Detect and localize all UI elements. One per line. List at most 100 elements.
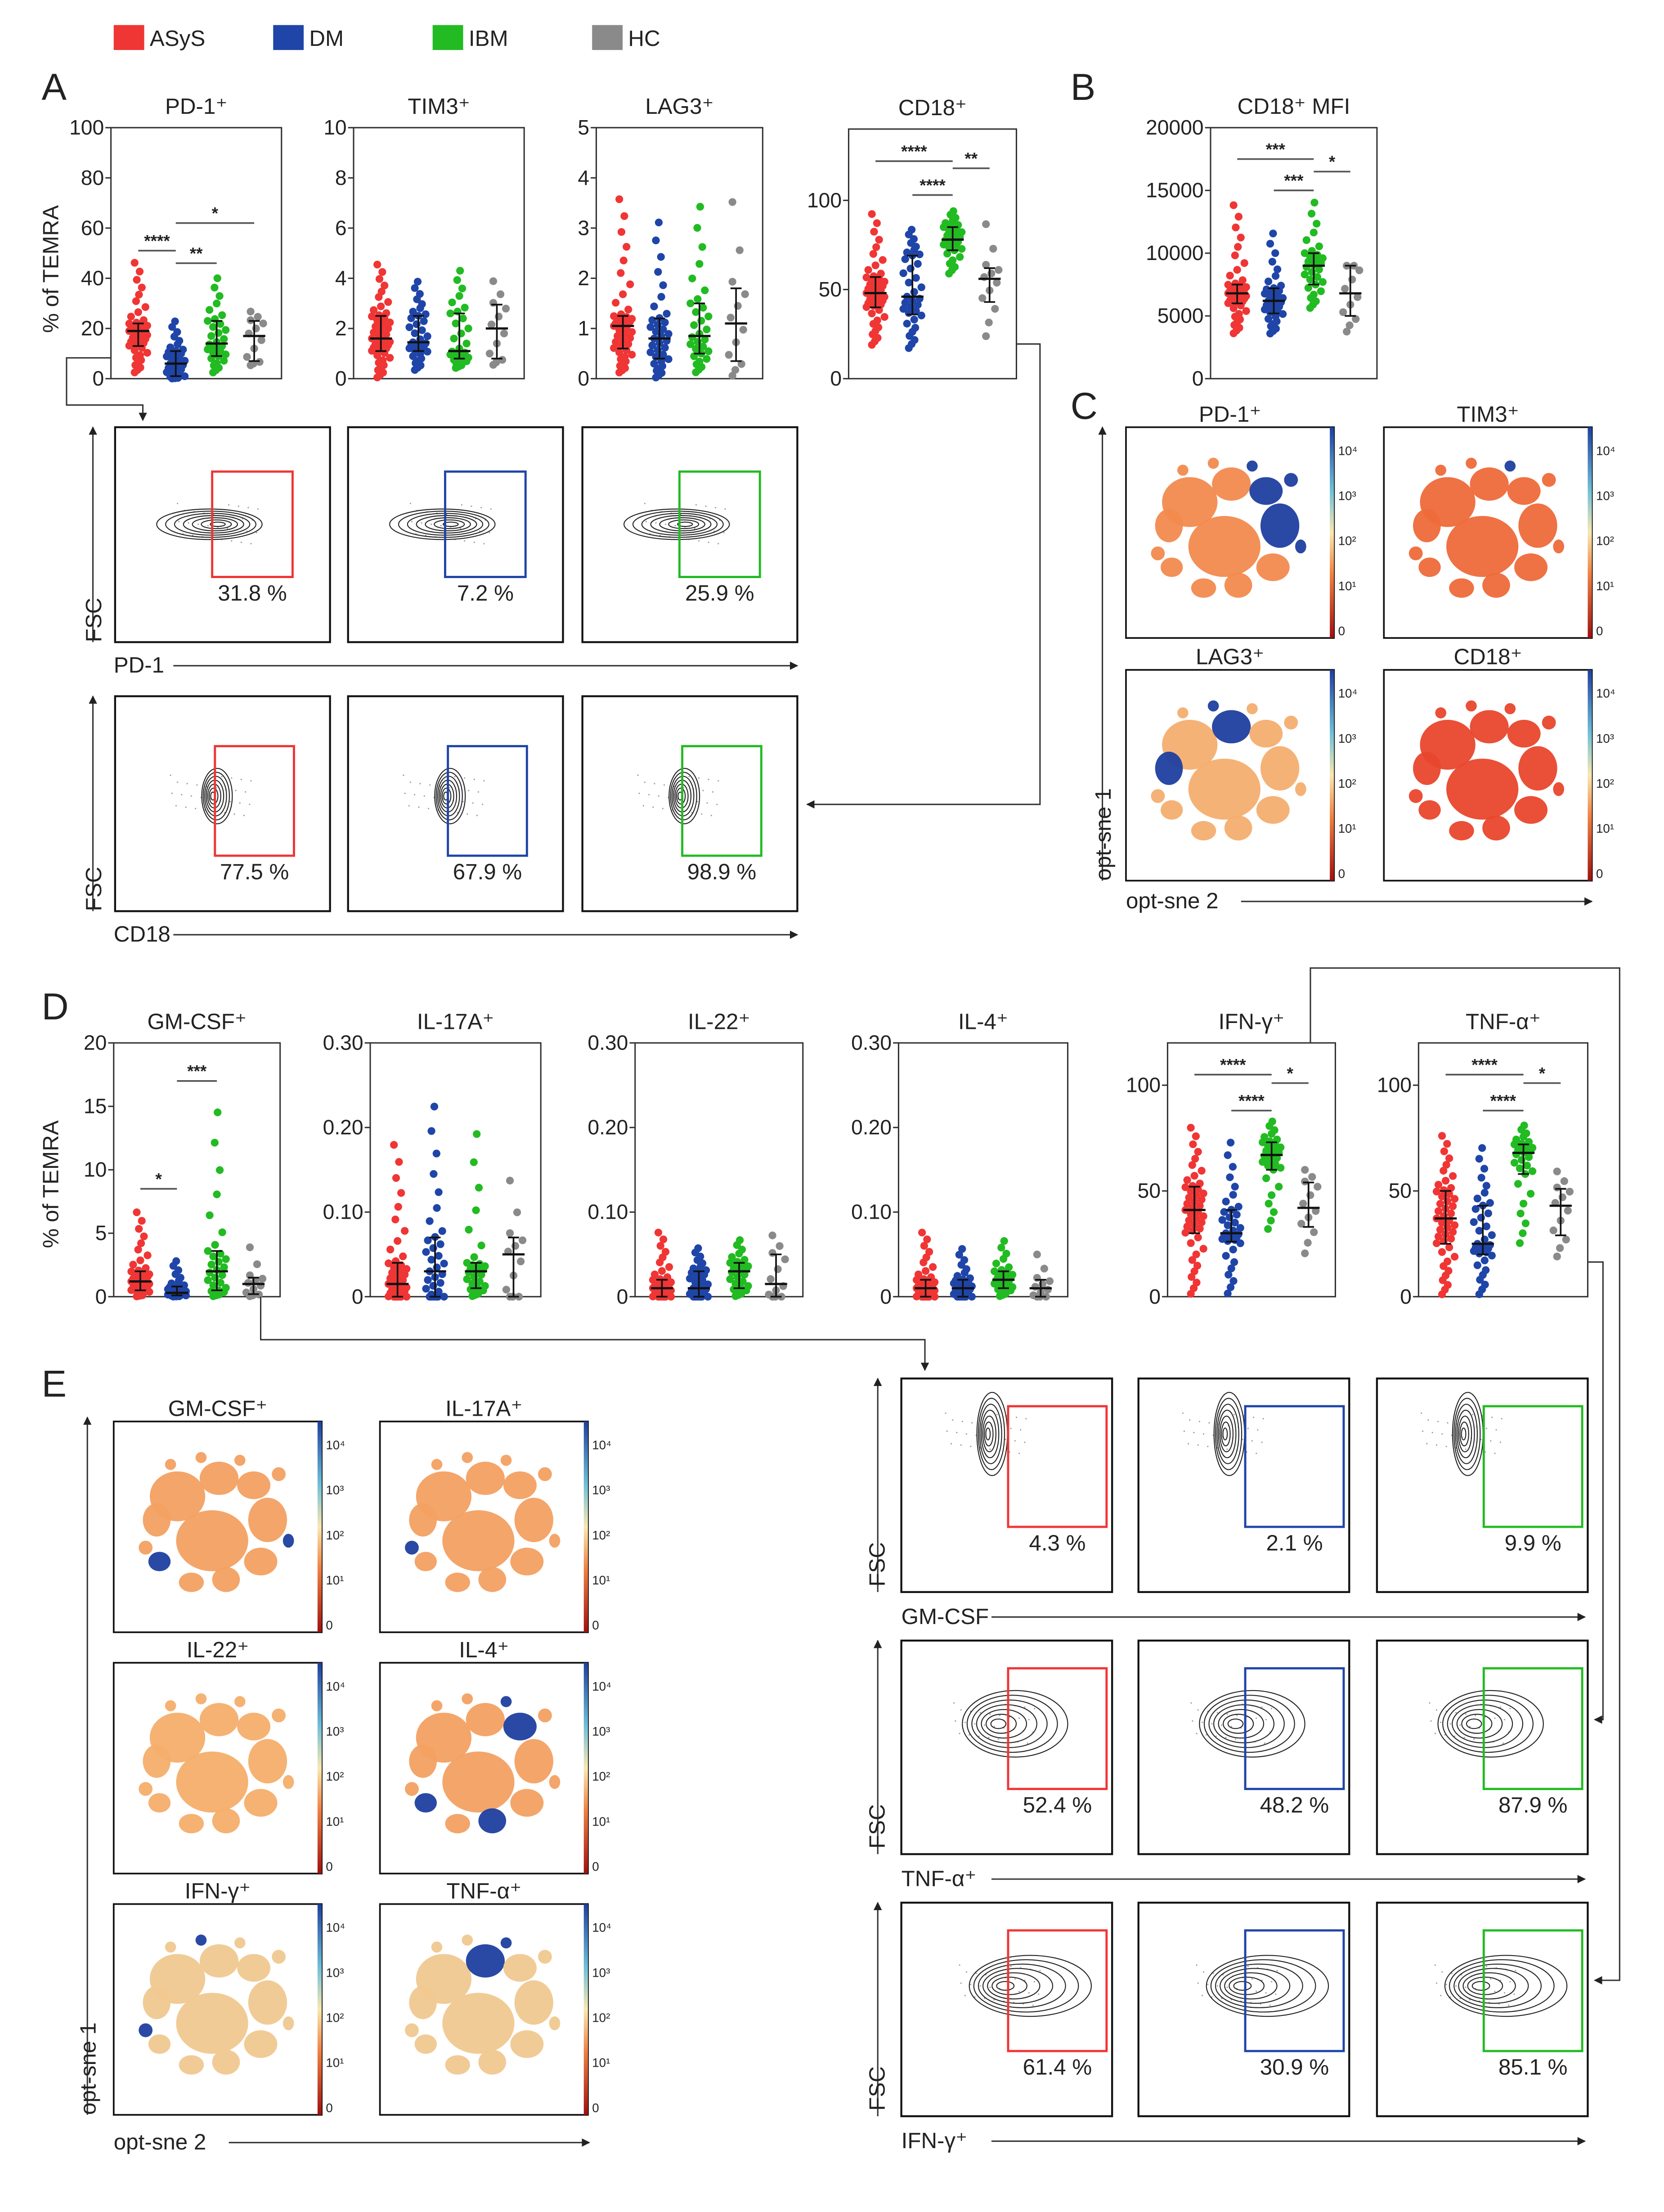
cluster [165, 1700, 176, 1712]
event-dot [1426, 1443, 1428, 1445]
contour-line [1444, 1955, 1568, 2017]
data-point-asys [1198, 1218, 1206, 1226]
y-tick-label: 100 [807, 188, 842, 212]
contour-line [670, 772, 697, 821]
cluster [1514, 796, 1548, 824]
cluster [199, 1462, 239, 1495]
event-dot [959, 1732, 960, 1734]
flow-plot-dm: 48.2 % [1137, 1639, 1350, 1855]
data-point-asys [617, 310, 625, 319]
data-point-ibm [222, 326, 230, 334]
event-dot [988, 1737, 990, 1739]
cluster [1224, 573, 1252, 598]
data-point-dm [659, 325, 667, 333]
data-point-ibm [475, 1260, 484, 1268]
event-dot [694, 528, 695, 529]
data-point-asys [1194, 1234, 1202, 1242]
event-dot [702, 790, 704, 791]
y-tick-label: 0.20 [323, 1116, 363, 1139]
event-dot [1024, 1706, 1026, 1708]
cluster [212, 1808, 240, 1834]
event-dot [1256, 1717, 1257, 1719]
cluster [1514, 553, 1548, 581]
event-dot [472, 802, 474, 804]
event-dot [1475, 1714, 1476, 1716]
cluster [510, 1548, 544, 1575]
data-point-asys [615, 348, 623, 357]
legend-item-hc: HC [592, 25, 660, 51]
y-tick-label: 0 [830, 367, 842, 390]
event-dot [1441, 1433, 1443, 1435]
event-dot [970, 1983, 972, 1985]
event-dot [235, 790, 237, 791]
data-point-hc [1045, 1277, 1054, 1285]
colorbar-tick-label: 10¹ [1596, 821, 1614, 835]
data-point-asys [656, 1242, 664, 1250]
event-dot [238, 505, 239, 507]
data-point-hc [1310, 1228, 1318, 1236]
event-dot [695, 504, 697, 506]
data-point-asys [1434, 1207, 1443, 1215]
data-point-ibm [455, 292, 463, 300]
data-point-ibm [1313, 220, 1321, 228]
event-dot [1430, 1720, 1432, 1722]
colorbar-tick-label: 10³ [1596, 731, 1614, 745]
dot-plot-tim3: TIM3⁺ 0 2 4 6 8 10 [323, 94, 525, 390]
data-point-asys [384, 298, 392, 306]
data-point-dm [1229, 1245, 1237, 1254]
data-point-asys [1449, 1202, 1457, 1210]
event-dot [964, 1995, 966, 1997]
data-point-dm [411, 284, 419, 292]
contour-line [1223, 1714, 1254, 1734]
data-point-hc [1301, 1177, 1309, 1185]
colorbar-tick-label: 10² [1596, 776, 1614, 790]
colorbar-tick-label: 10¹ [592, 2056, 610, 2070]
event-dot [701, 813, 703, 815]
data-point-asys [661, 1247, 670, 1256]
data-point-dm [429, 1282, 437, 1290]
event-dot [1018, 1717, 1020, 1719]
event-dot [243, 815, 245, 817]
cluster [1188, 758, 1260, 820]
dot-plot-il17a: IL-17A⁺ 0 0.10 0.20 0.30 [323, 1009, 542, 1308]
event-dot [1499, 1706, 1501, 1708]
data-point-hc [985, 319, 993, 327]
data-point-ibm [1317, 287, 1325, 296]
flow-plot-asys: 4.3 % [900, 1377, 1113, 1593]
flow-plot-dm: 2.1 % [1137, 1377, 1350, 1593]
tsne-title: IFN-γ⁺ [185, 1879, 251, 1903]
data-point-ibm [1319, 278, 1327, 286]
data-point-asys [386, 354, 394, 362]
data-point-asys [1232, 223, 1240, 232]
data-point-asys [1193, 1261, 1202, 1270]
y-tick-label: 2 [335, 317, 347, 340]
colorbar [1588, 427, 1592, 638]
high-expression-cluster [1207, 700, 1219, 712]
colorbar-tick-label: 10² [1338, 776, 1356, 790]
data-point-ibm [997, 1243, 1005, 1252]
event-dot [1010, 1427, 1012, 1429]
data-point-ibm [740, 1256, 749, 1264]
gate-percentage: 98.9 % [687, 860, 757, 884]
data-point-dm [659, 281, 667, 289]
data-point-hc [1346, 321, 1354, 329]
event-dot [1005, 1439, 1006, 1440]
tsne-title: GM-CSF⁺ [168, 1396, 268, 1421]
data-point-asys [1193, 1279, 1201, 1287]
x-axis-label: GM-CSF [902, 1604, 989, 1629]
plot-frame [353, 127, 525, 380]
data-point-dm [418, 326, 426, 334]
event-dot [1207, 1983, 1209, 1985]
colorbar-tick-label: 10³ [592, 1483, 610, 1497]
event-dot [175, 805, 177, 807]
flow-frame [1137, 1377, 1350, 1593]
gate-percentage: 31.8 % [218, 581, 287, 606]
data-point-dm [906, 265, 915, 273]
data-point-ibm [703, 355, 711, 363]
data-point-dm [657, 357, 665, 366]
event-dot [207, 525, 209, 527]
contour-line [991, 1976, 1027, 1995]
event-dot [408, 805, 410, 807]
data-point-ibm [1005, 1263, 1013, 1271]
data-point-hc [987, 269, 996, 278]
